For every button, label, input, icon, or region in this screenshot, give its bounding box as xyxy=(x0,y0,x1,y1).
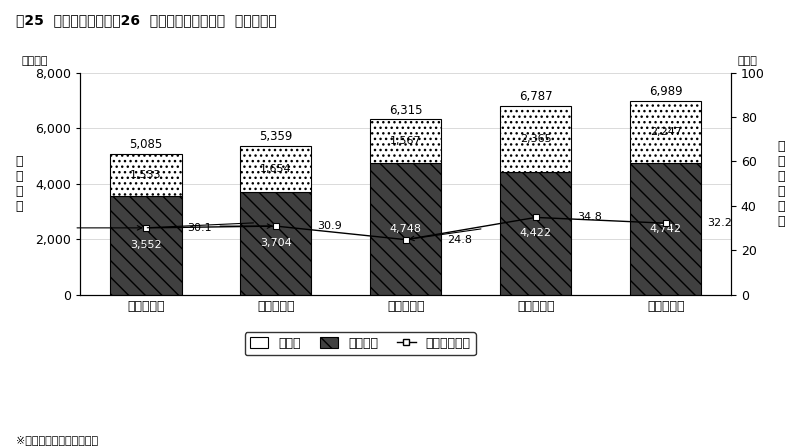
Text: 6,787: 6,787 xyxy=(519,90,553,103)
Text: 4,742: 4,742 xyxy=(650,224,682,234)
Text: 3,704: 3,704 xyxy=(260,238,292,249)
Text: 4,748: 4,748 xyxy=(390,224,422,234)
Bar xyxy=(370,163,442,295)
Text: 24.8: 24.8 xyxy=(447,235,472,245)
Text: 4,422: 4,422 xyxy=(520,228,552,238)
Text: 34.8: 34.8 xyxy=(578,212,602,223)
Bar xyxy=(110,196,182,295)
Text: 5,359: 5,359 xyxy=(259,130,293,143)
Text: 1,654: 1,654 xyxy=(260,164,291,174)
Text: 2,365: 2,365 xyxy=(520,134,551,144)
Bar xyxy=(110,153,182,196)
Bar xyxy=(630,101,702,163)
Bar xyxy=(370,119,442,163)
Text: （％）: （％） xyxy=(738,55,758,66)
Text: 5,085: 5,085 xyxy=(129,138,162,151)
Bar xyxy=(500,106,571,172)
Text: 問25  住宅建築資金と問26  土地購入資金の合計  三大都市圏: 問25 住宅建築資金と問26 土地購入資金の合計 三大都市圏 xyxy=(16,13,277,27)
Text: 6,315: 6,315 xyxy=(389,104,422,117)
Y-axis label: 購
入
資
金: 購 入 資 金 xyxy=(15,155,22,213)
Text: 2,247: 2,247 xyxy=(650,127,682,137)
Bar xyxy=(630,163,702,295)
Text: 32.2: 32.2 xyxy=(707,218,732,228)
Text: （万円）: （万円） xyxy=(22,55,48,66)
Legend: 借入金, 自己資金, 自己資金比率: 借入金, 自己資金, 自己資金比率 xyxy=(245,332,476,355)
Text: 1,533: 1,533 xyxy=(130,170,162,180)
Text: 6,989: 6,989 xyxy=(649,85,682,98)
Text: 30.9: 30.9 xyxy=(318,221,342,231)
Bar xyxy=(240,146,311,192)
Text: 3,552: 3,552 xyxy=(130,240,162,250)
Text: 1,567: 1,567 xyxy=(390,136,422,146)
Text: 30.1: 30.1 xyxy=(187,223,212,233)
Bar xyxy=(240,192,311,295)
Text: ※土地を購入した新築世帯: ※土地を購入した新築世帯 xyxy=(16,435,98,445)
Bar xyxy=(500,172,571,295)
Y-axis label: 自
己
資
金
比
率: 自 己 資 金 比 率 xyxy=(778,139,785,228)
